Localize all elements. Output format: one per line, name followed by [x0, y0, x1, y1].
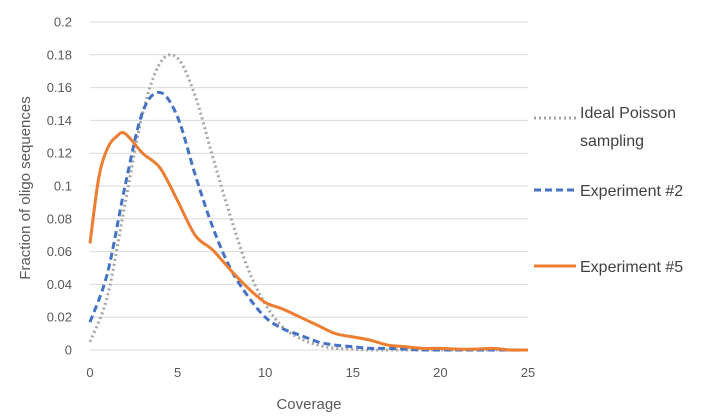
y-tick-label: 0.2	[54, 15, 72, 30]
legend-label: sampling	[580, 133, 644, 150]
x-tick-labels: 0 5 10 15 20 25	[86, 365, 535, 380]
legend: Ideal Poisson sampling Experiment #2 Experi…	[534, 105, 683, 276]
y-tick-label: 0.14	[47, 113, 72, 128]
y-tick-label: 0.1	[54, 179, 72, 194]
x-tick-label: 5	[174, 365, 181, 380]
y-tick-label: 0.08	[47, 211, 72, 226]
x-tick-label: 10	[258, 365, 272, 380]
series-experiment-2	[88, 90, 528, 352]
y-tick-label: 0.02	[47, 310, 72, 325]
y-axis-title: Fraction of oligo sequences	[17, 96, 34, 279]
gridlines	[90, 21, 528, 318]
y-tick-label: 0	[65, 343, 72, 358]
y-tick-label: 0.18	[47, 47, 72, 62]
x-tick-label: 20	[433, 365, 447, 380]
x-tick-label: 15	[346, 365, 360, 380]
series-lines	[88, 53, 529, 352]
x-axis-title: Coverage	[276, 396, 341, 413]
series-ideal-poisson	[88, 53, 528, 352]
y-tick-labels: 0 0.02 0.04 0.06 0.08 0.1 0.12 0.14 0.16 0.18 0.2	[47, 15, 72, 358]
legend-label: Ideal Poisson	[580, 105, 676, 122]
y-tick-label: 0.16	[47, 80, 72, 95]
legend-label: Experiment #5	[580, 259, 683, 276]
y-tick-label: 0.12	[47, 146, 72, 161]
legend-label: Experiment #2	[580, 183, 683, 200]
y-tick-label: 0.06	[47, 244, 72, 259]
y-tick-label: 0.04	[47, 277, 72, 292]
x-tick-label: 0	[86, 365, 93, 380]
x-tick-label: 25	[521, 365, 535, 380]
series-experiment-5	[88, 131, 529, 352]
